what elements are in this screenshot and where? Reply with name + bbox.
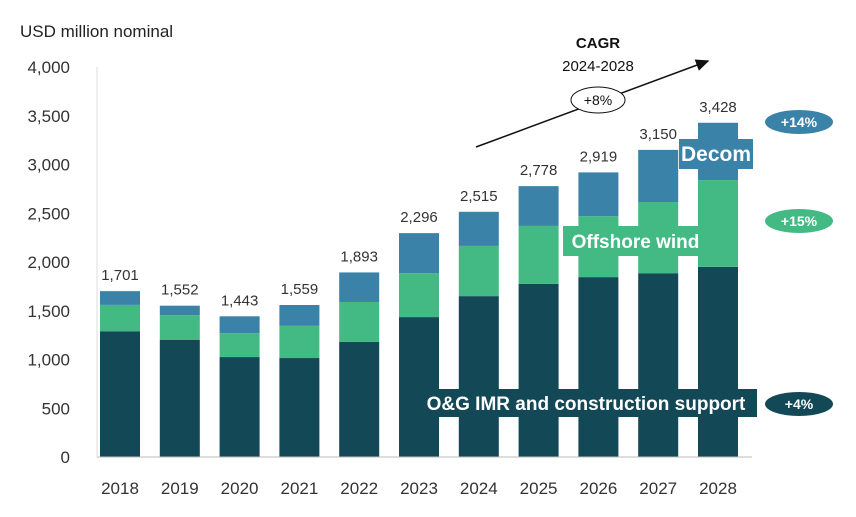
bar-segment-o-g-imr-and-construction-support	[578, 277, 619, 457]
cagr-ellipse	[570, 86, 626, 114]
bar-segment-decom	[100, 291, 140, 305]
bar-segment-o-g-imr-and-construction-support	[698, 266, 738, 457]
bar-segment-offshore-wind	[279, 325, 320, 359]
bar-segment-decom	[339, 272, 380, 302]
y-tick-label: 3,000	[27, 156, 70, 175]
bar-segment-offshore-wind	[518, 225, 559, 284]
x-tick-label: 2026	[579, 479, 617, 498]
total-label: 2,515	[460, 188, 498, 205]
bar-segment-offshore-wind	[458, 245, 499, 297]
series-label: Offshore wind	[572, 232, 700, 253]
y-tick-label: 1,500	[27, 302, 70, 321]
cagr-badge	[765, 110, 833, 134]
bar-segment-o-g-imr-and-construction-support	[100, 331, 140, 457]
bar-segment-offshore-wind	[100, 304, 140, 332]
total-label: 3,428	[699, 99, 737, 116]
bar-segment-o-g-imr-and-construction-support	[458, 296, 499, 457]
cagr-period: 2024-2028	[562, 58, 634, 75]
series-label-box	[415, 389, 757, 417]
bar-segment-o-g-imr-and-construction-support	[638, 273, 679, 457]
bar-segment-decom	[518, 186, 559, 226]
cagr-badge	[765, 392, 833, 416]
bar-segment-o-g-imr-and-construction-support	[518, 283, 559, 457]
x-tick-label: 2023	[400, 479, 438, 498]
y-tick-label: 500	[42, 399, 70, 418]
total-label: 2,296	[400, 209, 438, 226]
bar-segment-decom	[279, 304, 320, 326]
bar-segment-decom	[399, 233, 439, 274]
y-tick-label: 1,000	[27, 351, 70, 370]
series-label: O&G IMR and construction support	[427, 394, 746, 415]
bar-segment-o-g-imr-and-construction-support	[339, 341, 380, 457]
x-tick-label: 2021	[280, 479, 318, 498]
series-label-box	[563, 226, 708, 256]
y-tick-label: 2,500	[27, 204, 70, 223]
series-label: Decom	[681, 143, 751, 166]
bar-segment-offshore-wind	[159, 315, 200, 340]
x-tick-label: 2024	[460, 479, 498, 498]
bar-segment-offshore-wind	[339, 301, 380, 342]
bar-segment-o-g-imr-and-construction-support	[159, 340, 200, 457]
x-tick-label: 2028	[699, 479, 737, 498]
y-tick-label: 4,000	[27, 58, 70, 77]
bar-segment-decom	[159, 305, 200, 316]
x-tick-label: 2027	[639, 479, 677, 498]
total-label: 1,559	[281, 281, 319, 298]
y-tick-label: 3,500	[27, 107, 70, 126]
bar-segment-decom	[638, 149, 679, 203]
bar-segment-o-g-imr-and-construction-support	[399, 317, 439, 457]
y-tick-label: 0	[61, 448, 70, 467]
series-label-box	[679, 139, 753, 169]
x-tick-label: 2025	[520, 479, 558, 498]
cagr-title: CAGR	[576, 35, 620, 52]
y-tick-label: 2,000	[27, 253, 70, 272]
total-label: 2,919	[580, 148, 618, 165]
x-tick-label: 2018	[101, 479, 139, 498]
bar-segment-o-g-imr-and-construction-support	[219, 357, 260, 457]
bar-segment-decom	[458, 211, 499, 246]
total-label: 2,778	[520, 162, 558, 179]
bar-segment-offshore-wind	[399, 273, 439, 318]
x-tick-label: 2022	[340, 479, 378, 498]
x-tick-label: 2019	[161, 479, 199, 498]
y-axis-label: USD million nominal	[20, 22, 173, 41]
cagr-badge-value: +15%	[781, 213, 818, 229]
cagr-badge	[765, 209, 833, 233]
x-tick-label: 2020	[221, 479, 259, 498]
total-label: 1,443	[221, 292, 259, 309]
cagr-badge-value: +4%	[785, 396, 814, 412]
bar-segment-decom	[578, 172, 619, 217]
total-label: 1,701	[101, 267, 139, 284]
bar-segment-offshore-wind	[219, 333, 260, 358]
total-label: 3,150	[639, 126, 677, 143]
total-label: 1,552	[161, 282, 199, 299]
cagr-badge-value: +14%	[781, 114, 818, 130]
bar-segment-decom	[219, 316, 260, 334]
bar-segment-o-g-imr-and-construction-support	[279, 358, 320, 457]
total-label: 1,893	[340, 248, 378, 265]
cagr-value: +8%	[584, 92, 612, 108]
